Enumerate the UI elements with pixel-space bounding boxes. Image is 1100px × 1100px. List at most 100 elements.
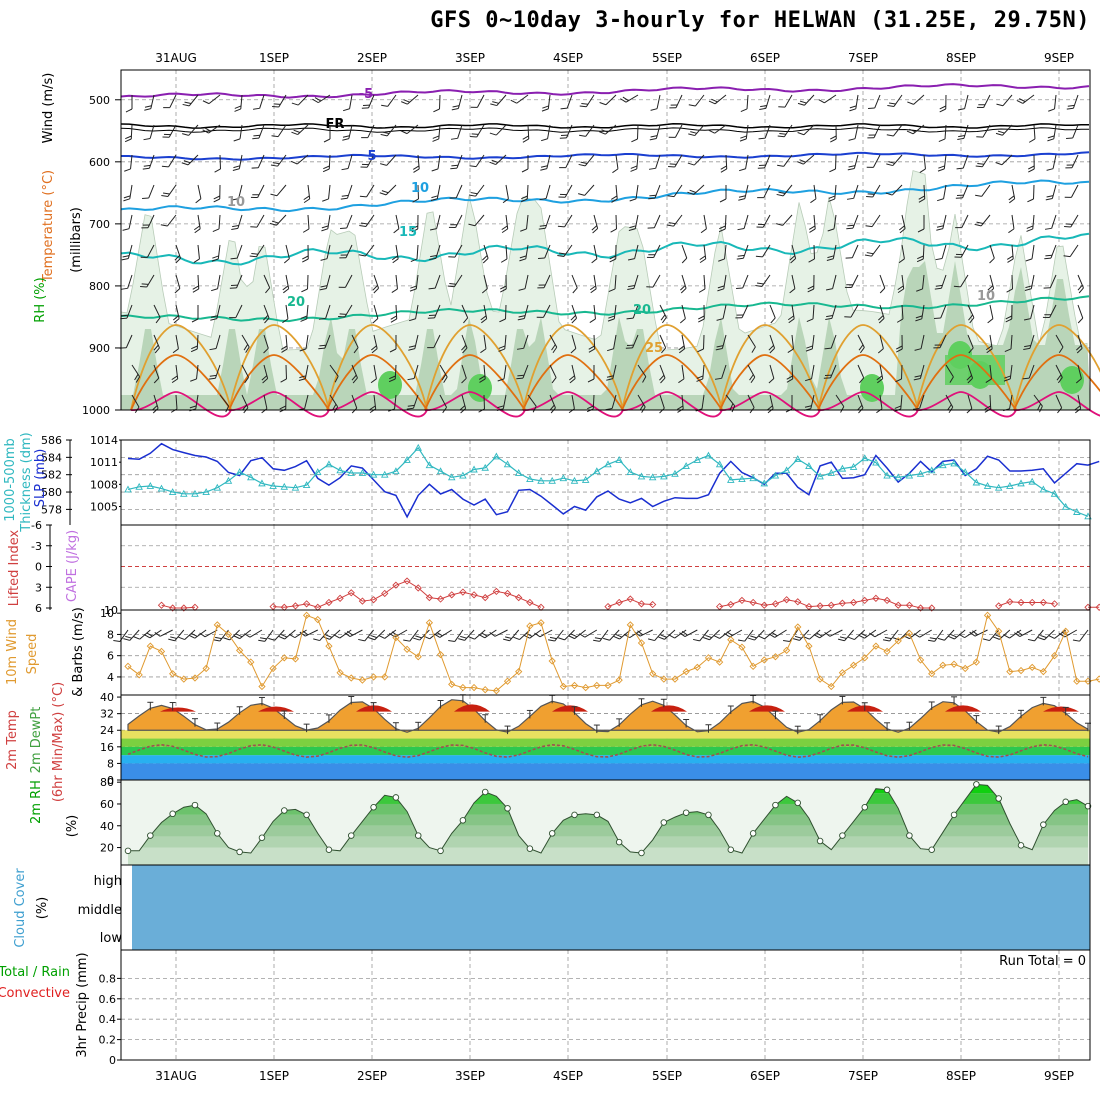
wind-barb-staff xyxy=(368,94,375,109)
wind-barb xyxy=(975,154,991,168)
wind-barb xyxy=(808,244,815,263)
wind-barb-feather xyxy=(867,193,875,195)
wind-barb-staff xyxy=(964,94,969,109)
wind-barb-feather xyxy=(372,318,379,324)
wind-barb-staff xyxy=(196,364,199,379)
wind-barb-staff xyxy=(723,274,727,289)
rh-marker xyxy=(169,810,176,818)
wind-barb-feather xyxy=(339,313,347,315)
wind-barb-feather xyxy=(1006,288,1013,293)
wind-barb-feather xyxy=(282,285,289,291)
thickness-marker xyxy=(168,488,177,495)
wind-barb-feather xyxy=(807,285,815,290)
rh-marker xyxy=(214,830,221,837)
wind-barb xyxy=(755,244,771,258)
wind-barb xyxy=(896,304,904,323)
wind-barb xyxy=(1077,304,1084,324)
wind-barb xyxy=(231,184,243,201)
wind10m-barb-feather xyxy=(578,633,586,638)
wind-barb xyxy=(341,154,353,171)
wind-barb-feather xyxy=(341,194,349,197)
wind-barb xyxy=(629,184,639,202)
wind-barb xyxy=(967,304,975,324)
wind-barb xyxy=(589,274,597,294)
wind-barb xyxy=(269,214,287,226)
wind-barb-feather xyxy=(668,165,675,168)
wind-barb xyxy=(219,394,230,413)
wind-barb-staff xyxy=(259,94,265,109)
wind-barb-feather xyxy=(666,224,674,227)
wind-barb xyxy=(934,304,947,320)
date-label-bottom: 2SEP xyxy=(357,1069,387,1083)
wind-barb-staff xyxy=(483,304,488,319)
wind10m-barb-staff xyxy=(304,629,318,637)
wind-barb-feather xyxy=(314,97,322,102)
wind-barb-staff xyxy=(1009,394,1013,409)
wind-barb-staff xyxy=(188,124,199,136)
wind-barb xyxy=(140,274,155,288)
wind10m-barb-staff xyxy=(484,629,497,639)
wind-barb-staff xyxy=(703,274,706,290)
wind-barb-feather xyxy=(933,347,941,349)
wind10m-barb-staff xyxy=(1034,629,1044,642)
wind-barb-staff xyxy=(257,154,265,168)
wind-barb-staff xyxy=(475,154,485,167)
wind10m-barb-feather xyxy=(958,633,965,639)
wind-barb xyxy=(778,94,793,108)
wind-barb-staff xyxy=(546,154,551,169)
wind10m-barb-feather xyxy=(771,631,778,637)
wind-barb-feather xyxy=(579,105,587,108)
wind-barb-feather xyxy=(687,191,694,196)
lifted-index-marker xyxy=(883,596,891,605)
wind-barb-staff xyxy=(496,94,507,106)
wind-barb-staff xyxy=(197,214,201,229)
wind-barb-staff xyxy=(637,394,646,408)
wind-barb-feather xyxy=(716,318,724,321)
wind-barb-staff xyxy=(241,364,250,378)
wind-barb-feather xyxy=(369,405,376,411)
wind-barb-feather xyxy=(172,315,179,321)
wind-barb xyxy=(867,124,881,139)
rh-marker xyxy=(727,846,735,853)
wind-barb-feather xyxy=(1044,314,1052,316)
wind10m-barb-feather xyxy=(748,637,755,641)
wind-barb-feather xyxy=(462,347,468,354)
wind-barb-feather xyxy=(460,408,466,414)
wind-barb-feather xyxy=(340,254,348,256)
wind-barb xyxy=(717,274,727,292)
wind-barb-feather xyxy=(866,252,874,255)
wind-barb-staff xyxy=(263,274,271,288)
wind-barb xyxy=(740,94,749,113)
wind-barb-feather xyxy=(736,314,744,316)
wind-barb xyxy=(610,184,618,203)
wind-barb-feather xyxy=(760,105,767,108)
rh-marker xyxy=(325,846,333,853)
wind-speed-marker xyxy=(883,647,891,656)
wind-barb-feather xyxy=(888,161,895,164)
wind-barb xyxy=(974,214,991,227)
wind-barb-feather xyxy=(182,103,190,107)
wind-barb-staff xyxy=(285,274,290,289)
panel-frame-upper-air xyxy=(120,69,1091,411)
wind-barb-staff xyxy=(989,334,993,349)
wind-barb-staff xyxy=(605,94,617,106)
wind-barb xyxy=(558,184,573,198)
wind10m-barb-staff xyxy=(249,629,263,638)
wind10m-barb-feather xyxy=(235,633,243,638)
wind-barb xyxy=(210,304,221,321)
wind10m-barb-feather xyxy=(705,634,712,639)
thickness-marker xyxy=(727,475,735,483)
wind-barb-feather xyxy=(516,377,524,380)
wind-barb-feather xyxy=(497,405,505,409)
rh-ylabel: (%) xyxy=(65,815,80,838)
wind-barb-staff xyxy=(256,214,265,228)
wind-barb xyxy=(190,364,199,382)
wind10m-barb-feather xyxy=(125,635,132,639)
wind10m-barb-feather xyxy=(233,635,240,640)
wind-barb-feather xyxy=(551,377,557,384)
wind-barb-feather xyxy=(490,103,497,107)
wind-barb xyxy=(498,334,507,352)
wind-barb xyxy=(172,304,180,324)
wind-speed-marker xyxy=(972,658,981,666)
wind10m-barb-feather xyxy=(503,638,510,642)
